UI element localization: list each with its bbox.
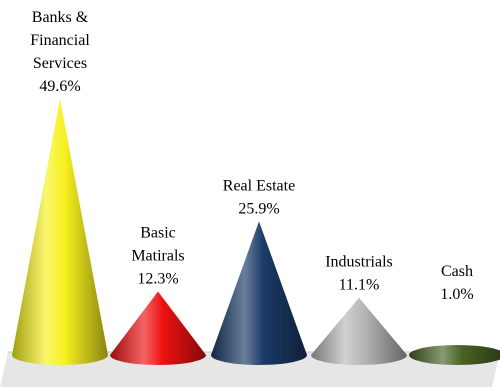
cone-bar (110, 291, 206, 365)
category-label-line: Matirals (131, 248, 184, 265)
category-label-line: Industrials (325, 254, 393, 271)
category-label: Banks & Financial Services (30, 9, 90, 72)
cone-disc (409, 345, 500, 365)
cone-body (110, 291, 206, 365)
category-label: Real Estate (223, 177, 295, 194)
cone-body (211, 221, 307, 365)
value-label: 25.9% (238, 200, 279, 217)
value-label: 11.1% (339, 277, 380, 294)
category-label-line: Services (33, 55, 87, 72)
category-label-line: Financial (30, 32, 90, 49)
cone-body (311, 297, 407, 365)
category-label-line: Cash (441, 263, 473, 280)
category-label-line: Real Estate (223, 177, 295, 194)
value-label: 49.6% (39, 78, 80, 95)
value-label: 12.3% (137, 271, 178, 288)
category-label-line: Banks & (32, 9, 89, 26)
cone-bar (409, 345, 500, 365)
category-label: Industrials (325, 254, 393, 271)
category-label-line: Basic (140, 225, 176, 242)
cone-bar (12, 99, 108, 366)
category-label: Cash (441, 263, 473, 280)
value-label: 1.0% (440, 286, 473, 303)
cone-bar (211, 221, 307, 365)
cone-body (12, 99, 108, 366)
cone-bar (311, 297, 407, 365)
category-label: Basic Matirals (131, 225, 184, 265)
